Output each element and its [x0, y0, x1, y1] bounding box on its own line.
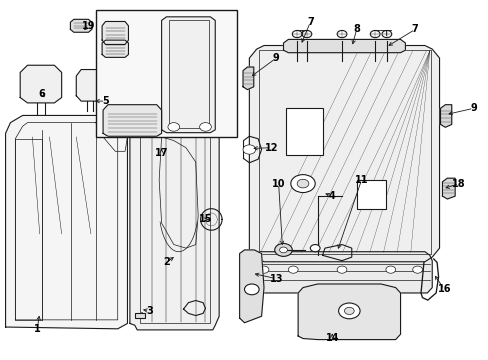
Circle shape [290, 175, 315, 193]
Circle shape [336, 31, 346, 38]
Bar [135, 313, 144, 318]
Polygon shape [130, 74, 219, 330]
Bar [259, 50, 430, 253]
Circle shape [259, 266, 268, 273]
Polygon shape [239, 250, 264, 323]
Circle shape [310, 244, 320, 252]
Circle shape [412, 266, 422, 273]
Text: 6: 6 [39, 89, 45, 99]
Circle shape [302, 31, 311, 38]
Text: 12: 12 [264, 143, 278, 153]
Polygon shape [102, 40, 128, 57]
Polygon shape [76, 69, 108, 101]
Bar [140, 80, 210, 323]
Text: 7: 7 [306, 17, 313, 27]
Text: 4: 4 [328, 191, 335, 201]
Polygon shape [442, 178, 454, 199]
Circle shape [381, 31, 391, 38]
Circle shape [199, 123, 211, 131]
Text: 19: 19 [81, 21, 95, 31]
Circle shape [167, 123, 179, 131]
Polygon shape [103, 105, 161, 136]
Circle shape [297, 179, 308, 188]
Text: 14: 14 [325, 333, 338, 343]
Circle shape [385, 266, 395, 273]
Text: 1: 1 [34, 324, 41, 334]
Polygon shape [5, 116, 127, 329]
Circle shape [338, 303, 359, 319]
Text: 9: 9 [469, 103, 476, 113]
Circle shape [279, 247, 287, 253]
Text: 9: 9 [272, 53, 279, 63]
Polygon shape [239, 252, 431, 293]
Text: 11: 11 [354, 175, 367, 185]
Text: 8: 8 [352, 24, 359, 35]
Circle shape [243, 145, 255, 154]
Polygon shape [102, 22, 128, 44]
Text: 15: 15 [198, 215, 212, 224]
Circle shape [274, 243, 292, 256]
Circle shape [336, 266, 346, 273]
Polygon shape [298, 284, 400, 339]
Circle shape [191, 84, 199, 90]
Polygon shape [283, 40, 405, 53]
Text: 17: 17 [155, 148, 168, 158]
Text: 13: 13 [269, 274, 283, 284]
Polygon shape [440, 105, 451, 127]
Polygon shape [243, 67, 253, 90]
Bar [168, 21, 209, 128]
Circle shape [369, 31, 379, 38]
Bar [356, 180, 385, 209]
Text: 2: 2 [163, 257, 169, 267]
Text: 10: 10 [271, 179, 285, 189]
Bar [15, 139, 42, 320]
Bar [285, 108, 322, 155]
Circle shape [288, 266, 298, 273]
Polygon shape [249, 45, 439, 262]
Text: 7: 7 [411, 24, 418, 35]
Polygon shape [161, 17, 215, 133]
Text: 3: 3 [146, 306, 152, 316]
Polygon shape [70, 19, 92, 32]
Circle shape [150, 84, 158, 90]
Circle shape [244, 284, 259, 295]
Circle shape [344, 307, 353, 315]
Bar [96, 10, 237, 137]
Text: 5: 5 [102, 96, 109, 106]
Text: 18: 18 [451, 179, 465, 189]
Circle shape [292, 31, 302, 38]
Polygon shape [20, 65, 61, 103]
Text: 16: 16 [437, 284, 450, 294]
